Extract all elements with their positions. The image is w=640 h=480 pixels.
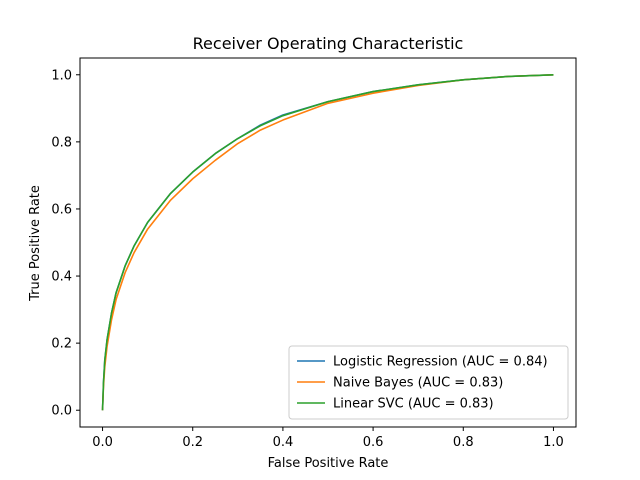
legend-entry: Linear SVC (AUC = 0.83) [333, 397, 494, 412]
x-tick-label: 0.0 [92, 435, 113, 450]
legend-entry: Logistic Regression (AUC = 0.84) [333, 355, 548, 370]
x-tick-label: 0.4 [273, 435, 294, 450]
x-tick-label: 0.6 [363, 435, 384, 450]
x-tick-label: 0.2 [182, 435, 203, 450]
y-axis-label: True Positive Rate [28, 185, 43, 302]
y-tick-label: 0.2 [51, 337, 72, 352]
y-tick-label: 1.0 [51, 68, 72, 83]
x-tick-label: 1.0 [543, 435, 564, 450]
x-axis: 0.0 0.2 0.4 0.6 0.8 1.0 [92, 427, 564, 450]
y-axis: 0.0 0.2 0.4 0.6 0.8 1.0 [51, 68, 80, 419]
y-tick-label: 0.8 [51, 135, 72, 150]
y-tick-label: 0.6 [51, 202, 72, 217]
series-line-3 [101, 73, 554, 411]
x-axis-label: False Positive Rate [268, 456, 389, 471]
legend: Logistic Regression (AUC = 0.84) Naive Ba… [288, 345, 569, 420]
series-line-2 [101, 73, 554, 411]
plot-frame [79, 57, 577, 428]
chart-title: Receiver Operating Characteristic [193, 34, 464, 53]
y-tick-label: 0.4 [51, 270, 72, 285]
y-tick-label: 0.0 [51, 404, 72, 419]
legend-entry: Naive Bayes (AUC = 0.83) [333, 376, 503, 391]
x-tick-label: 0.8 [453, 435, 474, 450]
legend-box [288, 345, 569, 420]
